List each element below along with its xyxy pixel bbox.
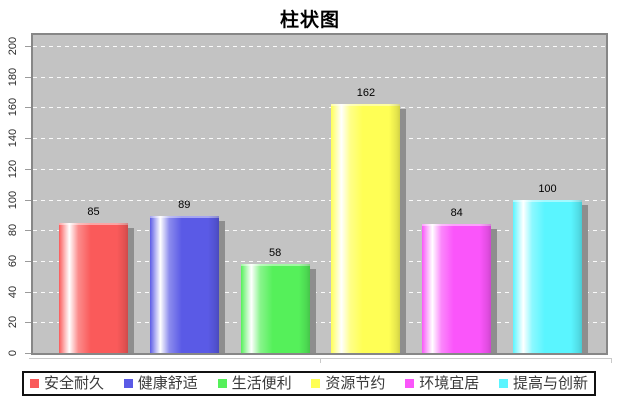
y-axis-tick-label: 40: [7, 285, 19, 299]
legend-marker-icon: [311, 379, 321, 388]
y-axis-tick: [25, 77, 31, 78]
chart-bar-3: [240, 263, 310, 354]
plot-inner: 85 89 58 162 84 100: [33, 35, 606, 354]
y-axis-tick: [25, 292, 31, 293]
gridline: [33, 261, 606, 262]
bar-value-label: 100: [538, 182, 557, 195]
legend: 安全耐久 健康舒适 生活便利 资源节约 环境宜居 提高与创新: [22, 371, 596, 396]
legend-item-5: 环境宜居: [405, 376, 479, 391]
y-axis-tick-label: 140: [7, 128, 19, 148]
y-axis-tick: [25, 200, 31, 201]
legend-item-2: 健康舒适: [123, 375, 198, 392]
y-axis-tick-label: 200: [7, 36, 19, 56]
bar-value-label: 58: [268, 246, 282, 259]
y-axis-tick: [25, 261, 31, 262]
y-axis-tick-label: 180: [7, 67, 19, 87]
legend-marker-icon: [498, 379, 508, 388]
legend-item-4: 资源节约: [311, 376, 385, 391]
y-axis-tick: [25, 353, 31, 354]
bar-value-label: 85: [87, 205, 100, 218]
legend-item-label: 资源节约: [325, 375, 386, 392]
legend-item-6: 提高与创新: [498, 375, 588, 392]
legend-item-label: 安全耐久: [44, 375, 105, 392]
y-axis-tick-label: 100: [7, 190, 19, 210]
chart-bar-4: [331, 104, 401, 353]
legend-item-label: 健康舒适: [137, 375, 198, 392]
bar-value-label: 162: [356, 87, 376, 100]
legend-item-label: 提高与创新: [512, 375, 588, 392]
chart-bar-6: [513, 199, 582, 353]
x-axis-tick: [611, 358, 612, 363]
gridline: [33, 230, 606, 231]
gridline: [33, 200, 606, 201]
chart-bar-2: [149, 216, 219, 353]
gridline: [33, 138, 606, 139]
chart-title: 柱状图: [279, 10, 340, 31]
y-axis-tick-label: 120: [7, 159, 19, 179]
legend-item-1: 安全耐久: [30, 376, 104, 391]
legend-marker-icon: [405, 379, 415, 388]
y-axis-tick-label: 60: [7, 254, 19, 268]
gridline: [33, 169, 606, 170]
chart-bar-1: [59, 222, 128, 354]
legend-item-label: 环境宜居: [419, 375, 480, 392]
y-axis-tick: [25, 322, 31, 323]
gridline: [33, 107, 606, 108]
bar-value-label: 84: [450, 207, 463, 220]
y-axis-tick-label: 20: [7, 315, 19, 329]
y-axis-tick: [25, 169, 31, 170]
gridline: [33, 292, 606, 293]
legend-item-3: 生活便利: [217, 375, 292, 392]
y-axis-tick: [25, 46, 31, 47]
y-axis-tick: [25, 138, 31, 139]
chart-bar-5: [422, 224, 492, 353]
y-axis-tick-label: 80: [7, 223, 19, 237]
y-axis-tick-label: 160: [7, 97, 19, 117]
y-axis-tick: [25, 230, 31, 231]
y-axis-tick: [25, 107, 31, 108]
legend-item-label: 生活便利: [231, 375, 292, 392]
gridline: [33, 77, 606, 78]
y-axis-tick-label: 0: [7, 349, 19, 357]
plot-area: 85 89 58 162 84 100: [31, 33, 608, 355]
gridline: [33, 322, 606, 323]
x-axis-tick: [320, 358, 321, 363]
bar-value-label: 89: [178, 199, 191, 212]
gridline: [33, 46, 606, 47]
legend-marker-icon: [30, 379, 39, 388]
legend-marker-icon: [123, 379, 133, 388]
legend-marker-icon: [217, 379, 227, 388]
